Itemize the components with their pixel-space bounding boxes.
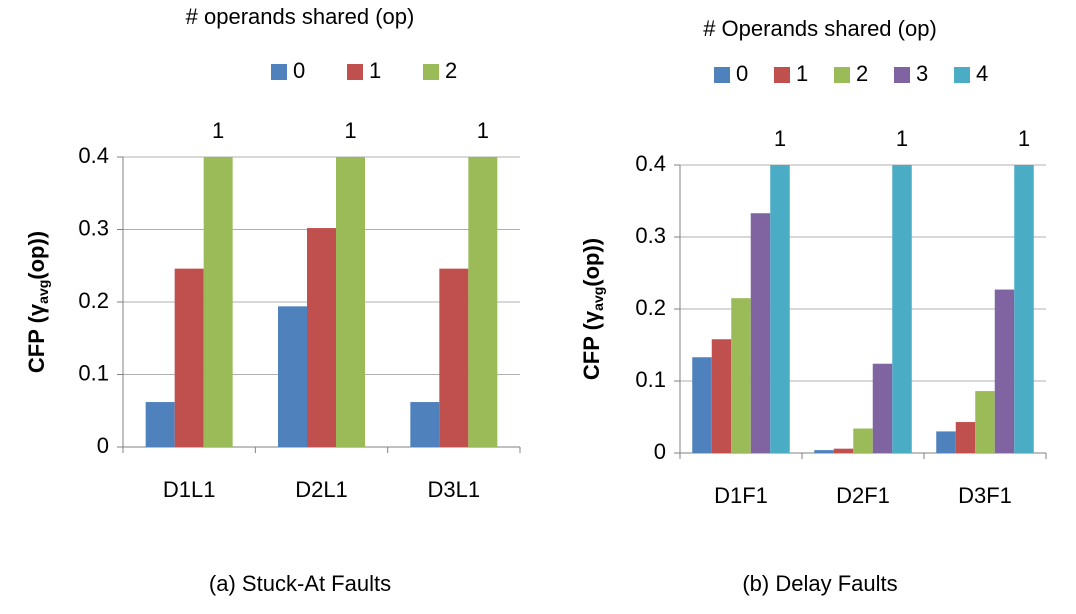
bar — [770, 165, 790, 453]
bar — [731, 298, 751, 453]
bar — [203, 157, 233, 447]
value-label: 1 — [477, 118, 489, 143]
bar — [853, 428, 873, 453]
legend-label: 4 — [976, 61, 988, 86]
y-tick-label: 0.3 — [78, 215, 109, 240]
bar — [307, 228, 336, 447]
y-tick-label: 0.3 — [635, 223, 666, 248]
bar — [1014, 165, 1034, 453]
y-tick-label: 0.4 — [78, 143, 109, 168]
bar — [872, 363, 893, 453]
x-tick-label: D3L1 — [428, 477, 481, 502]
caption: (b) Delay Faults — [742, 571, 897, 596]
legend-swatch — [271, 64, 287, 80]
value-label: 1 — [344, 118, 356, 143]
legend-label: 2 — [856, 61, 868, 86]
bar — [936, 431, 956, 453]
value-label: 1 — [896, 126, 908, 151]
bar — [692, 357, 712, 453]
y-tick-label: 0 — [97, 433, 109, 458]
value-label: 1 — [212, 118, 224, 143]
bar — [994, 289, 1015, 453]
bars — [692, 165, 1034, 453]
bar — [750, 213, 771, 453]
y-label-end: (op)) — [24, 231, 49, 280]
value-label: 1 — [1018, 126, 1030, 151]
bar — [439, 268, 469, 447]
legend-title: # operands shared (op) — [186, 4, 415, 29]
x-tick-label: D3F1 — [958, 483, 1012, 508]
x-tick-label: D1L1 — [163, 477, 216, 502]
x-tick-label: D2F1 — [836, 483, 890, 508]
y-tick-label: 0.2 — [635, 295, 666, 320]
y-tick-label: 0.1 — [78, 360, 109, 385]
y-tick-label: 0 — [654, 439, 666, 464]
bar — [336, 157, 365, 447]
bar — [975, 391, 995, 453]
legend-label: 3 — [916, 61, 928, 86]
y-tick-label: 0.2 — [78, 288, 109, 313]
legend-swatch — [954, 67, 970, 83]
y-tick-label: 0.4 — [635, 151, 666, 176]
bar — [145, 402, 175, 447]
y-axis-label: CFP (γavg(op)) — [579, 238, 606, 380]
y-axis-label: CFP (γavg(op)) — [24, 231, 51, 373]
bar — [174, 268, 204, 447]
bar — [892, 165, 912, 453]
bar — [833, 448, 854, 453]
legend-swatch — [774, 67, 790, 83]
bar — [278, 306, 307, 447]
value-label: 1 — [774, 126, 786, 151]
legend-swatch — [834, 67, 850, 83]
y-label-sub: avg — [35, 280, 51, 304]
bar — [468, 157, 498, 447]
legend-swatch — [714, 67, 730, 83]
bar — [814, 450, 834, 453]
caption: (a) Stuck-At Faults — [209, 571, 391, 596]
legend-swatch — [423, 64, 439, 80]
bar — [410, 402, 440, 447]
legend-label: 1 — [369, 58, 381, 83]
legend-swatch — [894, 67, 910, 83]
y-label-main: CFP (γ — [24, 303, 49, 373]
legend-label: 0 — [293, 58, 305, 83]
bars — [145, 157, 498, 447]
bar — [711, 339, 732, 453]
x-tick-label: D1F1 — [714, 483, 768, 508]
y-tick-label: 0.1 — [635, 367, 666, 392]
y-label-sub: avg — [590, 287, 606, 311]
legend-label: 1 — [796, 61, 808, 86]
legend-label: 0 — [736, 61, 748, 86]
legend-label: 2 — [445, 58, 457, 83]
y-label-main: CFP (γ — [579, 310, 604, 380]
legend-swatch — [347, 64, 363, 80]
x-tick-label: D2L1 — [295, 477, 348, 502]
legend-title: # Operands shared (op) — [703, 16, 937, 41]
bar — [955, 422, 976, 453]
y-label-end: (op)) — [579, 238, 604, 287]
